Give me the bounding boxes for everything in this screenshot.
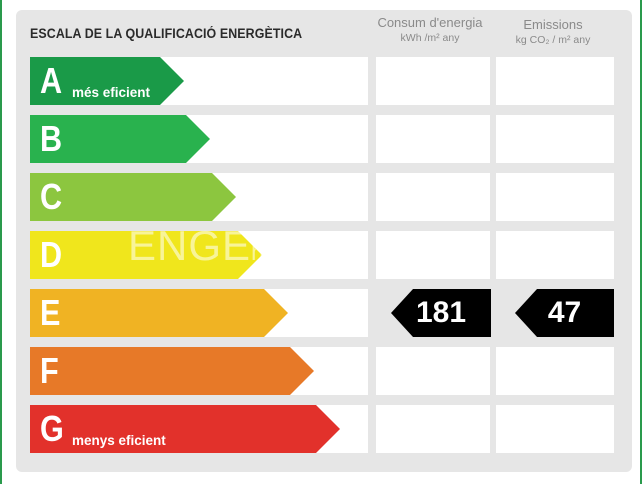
consumption-cell — [376, 405, 490, 453]
rating-letter: A — [40, 60, 63, 101]
rating-arrow-f: F — [30, 347, 314, 395]
emissions-cell — [496, 405, 614, 453]
rating-row-e: E 181 47 — [30, 289, 614, 337]
emissions-value-badge: 47 — [515, 289, 614, 337]
rating-row-d: D — [30, 231, 614, 279]
rating-arrow-g: G menys eficient — [30, 405, 340, 453]
rating-arrow-e: E — [30, 289, 288, 337]
emissions-cell — [496, 347, 614, 395]
rating-row-f: F — [30, 347, 614, 395]
rating-arrow-b: B — [30, 115, 210, 163]
consumption-column-header: Consum d'energia kWh /m² any — [374, 15, 486, 44]
rating-arrow-a: A més eficient — [30, 57, 184, 105]
rating-sublabel: menys eficient — [72, 433, 166, 448]
consumption-label: Consum d'energia — [377, 15, 483, 30]
rating-letter: G — [40, 408, 64, 449]
rating-arrow-c: C — [30, 173, 236, 221]
emissions-cell — [496, 57, 614, 105]
consumption-cell — [376, 231, 490, 279]
rating-letter: C — [40, 176, 63, 217]
rating-row-b: B — [30, 115, 614, 163]
emissions-cell — [496, 231, 614, 279]
emissions-cell — [496, 115, 614, 163]
rating-sublabel: més eficient — [72, 85, 151, 100]
rating-letter: D — [40, 234, 63, 275]
emissions-label: Emissions — [523, 17, 583, 32]
rating-row-c: C — [30, 173, 614, 221]
rating-letter: B — [40, 118, 63, 159]
emissions-unit: kg CO₂ / m² any — [515, 34, 591, 46]
consumption-value-badge: 181 — [391, 289, 491, 337]
rating-row-g: G menys eficient — [30, 405, 614, 453]
rating-arrow-d: D — [30, 231, 262, 279]
rating-letter: F — [40, 350, 59, 391]
emissions-cell — [496, 173, 614, 221]
rating-letter: E — [40, 292, 61, 333]
emissions-column-header: Emissions kg CO₂ / m² any — [494, 17, 612, 46]
scale-title: ESCALA DE LA QUALIFICACIÓ ENERGÈTICA — [30, 26, 303, 41]
consumption-unit: kWh /m² any — [400, 32, 460, 44]
rating-row-a: A més eficient — [30, 57, 614, 105]
consumption-cell — [376, 173, 490, 221]
consumption-cell — [376, 347, 490, 395]
consumption-cell — [376, 57, 490, 105]
consumption-cell — [376, 115, 490, 163]
